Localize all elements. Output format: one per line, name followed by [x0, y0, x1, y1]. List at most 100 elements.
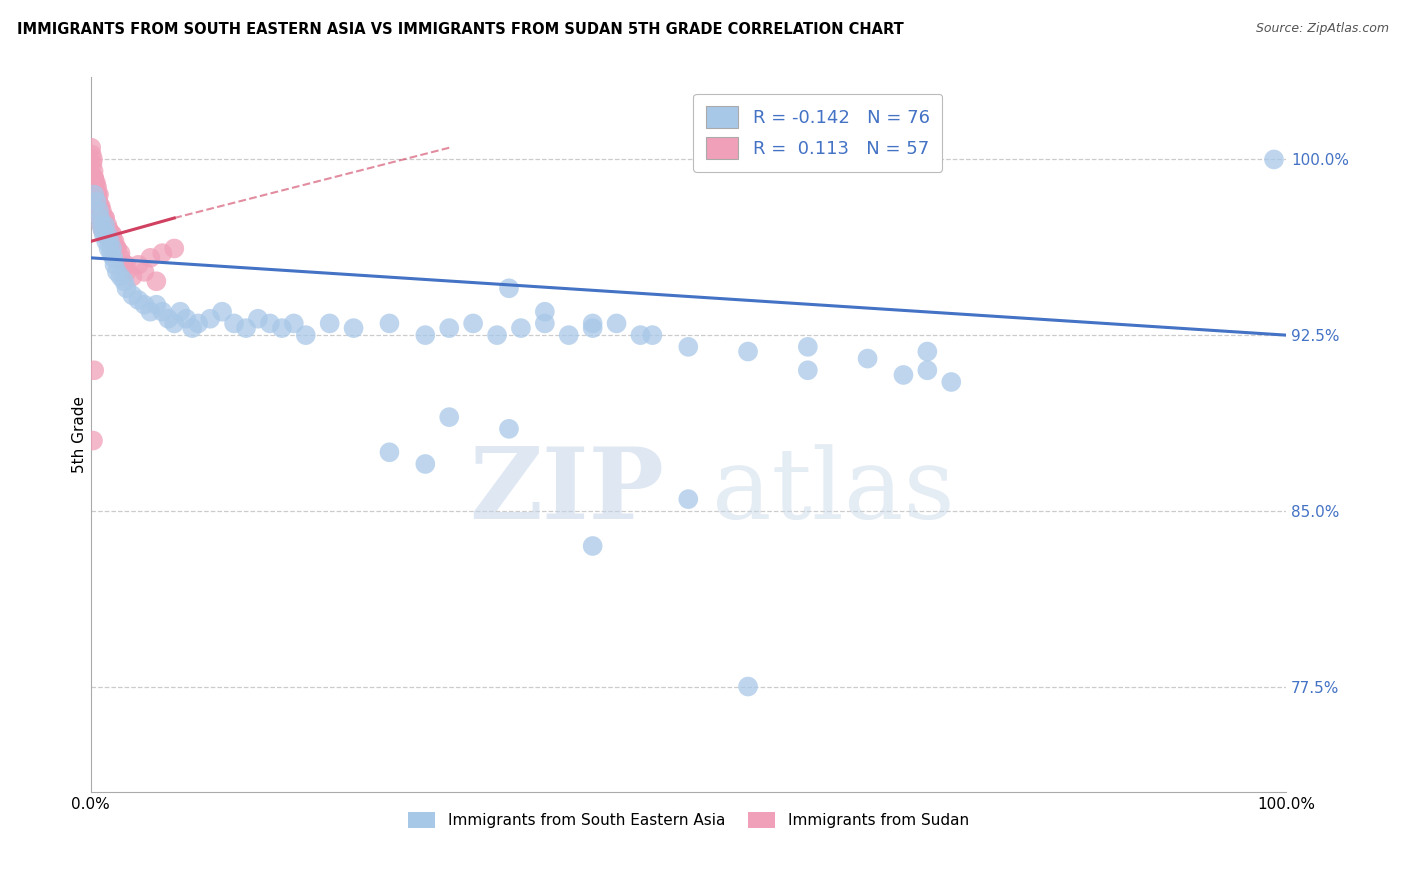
Point	[893, 368, 915, 382]
Point	[96, 218, 118, 232]
Point	[917, 363, 939, 377]
Point	[112, 258, 135, 272]
Point	[115, 258, 138, 272]
Point	[582, 317, 605, 331]
Point	[110, 246, 132, 260]
Point	[80, 147, 103, 161]
Point	[413, 457, 436, 471]
Point	[103, 258, 125, 272]
Point	[84, 180, 107, 194]
Point	[103, 251, 125, 265]
Point	[91, 223, 114, 237]
Point	[127, 258, 149, 272]
Point	[105, 265, 128, 279]
Point	[80, 141, 103, 155]
Point	[121, 288, 143, 302]
Point	[150, 304, 173, 318]
Point	[86, 194, 108, 209]
Point	[105, 242, 128, 256]
Point	[198, 311, 221, 326]
Point	[103, 235, 125, 249]
Point	[163, 317, 186, 331]
Point	[94, 211, 117, 225]
Point	[246, 311, 269, 326]
Y-axis label: 5th Grade: 5th Grade	[72, 396, 87, 473]
Point	[115, 281, 138, 295]
Point	[105, 242, 128, 256]
Point	[163, 242, 186, 256]
Point	[917, 344, 939, 359]
Legend: Immigrants from South Eastern Asia, Immigrants from Sudan: Immigrants from South Eastern Asia, Immi…	[402, 806, 974, 834]
Point	[82, 157, 104, 171]
Point	[534, 317, 557, 331]
Point	[534, 304, 557, 318]
Point	[89, 211, 111, 225]
Point	[96, 227, 118, 242]
Point	[127, 293, 149, 307]
Point	[139, 251, 162, 265]
Point	[439, 410, 461, 425]
Point	[318, 317, 340, 331]
Point	[115, 265, 138, 279]
Point	[83, 176, 105, 190]
Point	[582, 321, 605, 335]
Point	[90, 199, 112, 213]
Point	[83, 187, 105, 202]
Text: ZIP: ZIP	[470, 443, 665, 541]
Text: Source: ZipAtlas.com: Source: ZipAtlas.com	[1256, 22, 1389, 36]
Point	[139, 304, 162, 318]
Point	[941, 375, 963, 389]
Point	[150, 246, 173, 260]
Point	[83, 171, 105, 186]
Point	[82, 153, 104, 167]
Point	[94, 218, 117, 232]
Point	[463, 317, 485, 331]
Point	[84, 176, 107, 190]
Text: IMMIGRANTS FROM SOUTH EASTERN ASIA VS IMMIGRANTS FROM SUDAN 5TH GRADE CORRELATIO: IMMIGRANTS FROM SOUTH EASTERN ASIA VS IM…	[17, 22, 904, 37]
Text: atlas: atlas	[713, 444, 955, 540]
Point	[294, 328, 316, 343]
Point	[134, 298, 156, 312]
Point	[87, 194, 110, 209]
Point	[83, 164, 105, 178]
Point	[134, 265, 156, 279]
Point	[103, 235, 125, 249]
Point	[797, 340, 820, 354]
Point	[90, 218, 112, 232]
Point	[87, 187, 110, 202]
Point	[86, 187, 108, 202]
Point	[145, 298, 167, 312]
Point	[1263, 153, 1285, 167]
Point	[91, 223, 114, 237]
Point	[641, 328, 664, 343]
Point	[856, 351, 879, 366]
Point	[157, 311, 180, 326]
Point	[558, 328, 581, 343]
Point	[169, 304, 191, 318]
Point	[103, 246, 125, 260]
Point	[83, 171, 105, 186]
Point	[96, 223, 118, 237]
Point	[145, 274, 167, 288]
Point	[93, 218, 115, 232]
Point	[87, 204, 110, 219]
Point	[439, 321, 461, 335]
Point	[97, 242, 120, 256]
Point	[737, 344, 759, 359]
Point	[630, 328, 652, 343]
Point	[174, 311, 197, 326]
Point	[797, 363, 820, 377]
Point	[259, 317, 281, 331]
Point	[101, 242, 124, 256]
Point	[93, 227, 115, 242]
Point	[100, 246, 122, 260]
Point	[96, 235, 118, 249]
Point	[82, 434, 104, 448]
Point	[222, 317, 245, 331]
Point	[101, 227, 124, 242]
Point	[97, 223, 120, 237]
Point	[582, 539, 605, 553]
Point	[498, 281, 520, 295]
Point	[98, 227, 121, 242]
Point	[235, 321, 257, 335]
